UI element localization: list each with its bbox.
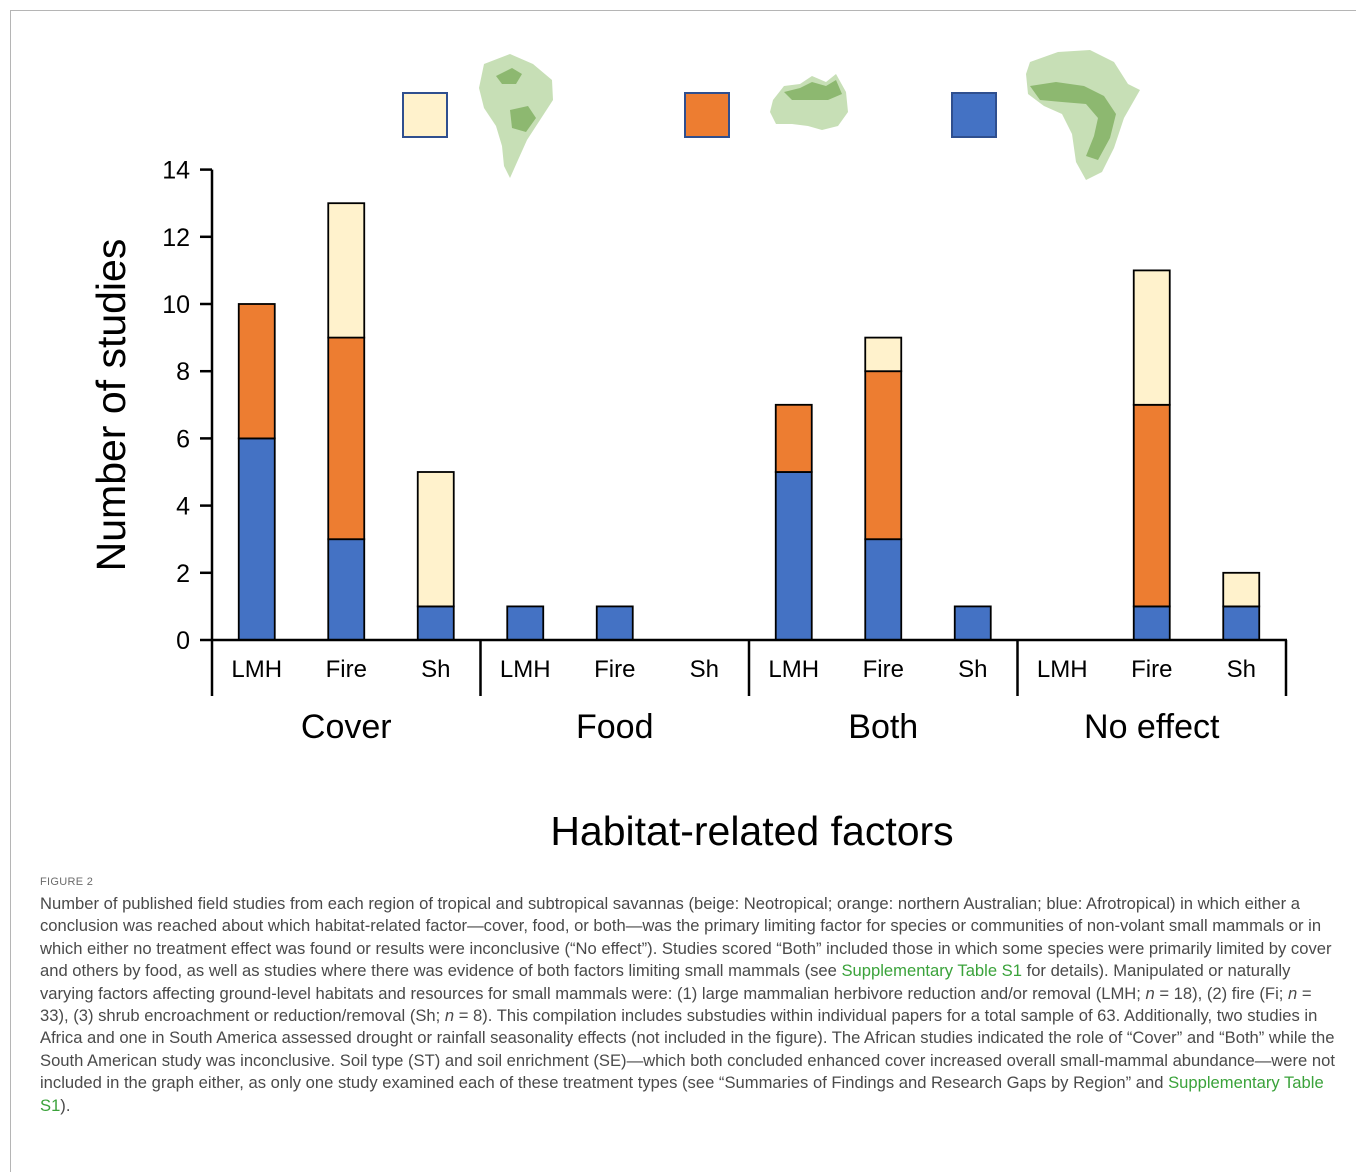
bar-segment-afrotropical [416,605,455,641]
y-tick-label: 10 [162,291,190,319]
supplementary-table-link[interactable]: Supplementary Table S1 [841,961,1022,981]
caption-text: Number of published field studies from e… [40,894,1332,981]
bar-segment-neotropical [416,471,455,608]
y-tick-label: 0 [176,627,190,655]
x-tick-label: LMH [768,656,819,683]
caption-text: ). [60,1095,71,1115]
y-tick-label: 6 [176,425,190,453]
bar-segment-afrotropical [1132,605,1171,641]
legend-swatch-northern-australian [684,92,730,138]
x-tick-label: Fire [594,656,635,683]
caption-text: = 33), (3) shrub encroachment or reducti… [40,983,1312,1026]
x-axis: LMH Fire Sh LMH Fire Sh LMH Fire Sh LMH Fire Sh Cove… [210,638,1288,746]
bar-segment-afrotropical [237,437,276,641]
bar-segment-afrotropical [953,605,992,641]
caption-text: = 18), (2) fire (Fi; [1154,983,1288,1003]
bar-segment-afrotropical [327,538,366,641]
bar-segment-northern-australian [774,403,813,473]
group-label: No effect [1084,708,1220,746]
bar-segment-afrotropical [506,605,545,641]
bar-segment-neotropical [864,336,903,373]
bar-segment-neotropical [327,202,366,339]
x-tick-label: Fire [863,656,904,683]
south-america-map-icon [479,54,553,178]
figure-label: FIGURE 2 [40,876,94,888]
supplementary-table-link[interactable]: Supplementary Table S1 [40,1073,1324,1115]
africa-map-icon [1026,50,1140,180]
bar-segment-northern-australian [1132,403,1171,608]
y-tick-label: 2 [176,560,190,588]
legend-swatch-neotropical [402,92,448,138]
caption-text: = 8). This compilation includes substudi… [40,1006,1335,1093]
group-label: Food [576,708,654,746]
caption-n-symbol: n [1287,983,1298,1003]
bar-segment-neotropical [1222,571,1261,608]
y-tick-label: 12 [162,224,190,252]
x-tick-label: Sh [690,656,719,683]
bar-segment-northern-australian [237,303,276,440]
bar-segment-afrotropical [1222,605,1261,641]
bar-segment-neotropical [1132,269,1171,406]
x-tick-label: Fire [1131,656,1172,683]
bar-segment-afrotropical [864,538,903,641]
legend-swatch-afrotropical [951,92,997,138]
bar-segment-northern-australian [864,370,903,541]
bar-segment-afrotropical [595,605,634,641]
group-label: Both [848,708,918,746]
bars [237,202,1261,641]
australia-map-icon [770,74,848,130]
x-tick-label: Sh [1227,656,1256,683]
bar-segment-afrotropical [774,471,813,641]
caption-n-symbol: n [1145,983,1155,1003]
caption-n-symbol: n [444,1006,455,1026]
y-tick-label: 8 [176,358,190,386]
group-label: Cover [301,708,392,746]
y-tick-label: 14 [162,157,190,185]
x-tick-label: Fire [326,656,367,683]
x-tick-label: LMH [1037,656,1088,683]
x-tick-label: Sh [958,656,987,683]
caption-text: for details). Manipulated or naturally v… [40,961,1291,1003]
x-tick-label: Sh [421,656,450,683]
y-axis: 0 2 4 6 8 10 12 14 [162,157,214,655]
x-tick-label: LMH [231,656,282,683]
y-axis-title: Number of studies [88,239,134,572]
y-tick-label: 4 [176,493,190,521]
x-tick-label: LMH [500,656,551,683]
bar-segment-northern-australian [327,336,366,541]
figure-caption: Number of published field studies from e… [40,893,1340,1117]
x-axis-title: Habitat-related factors [550,808,953,854]
figure-frame [10,10,1356,1172]
legend [402,50,1140,180]
